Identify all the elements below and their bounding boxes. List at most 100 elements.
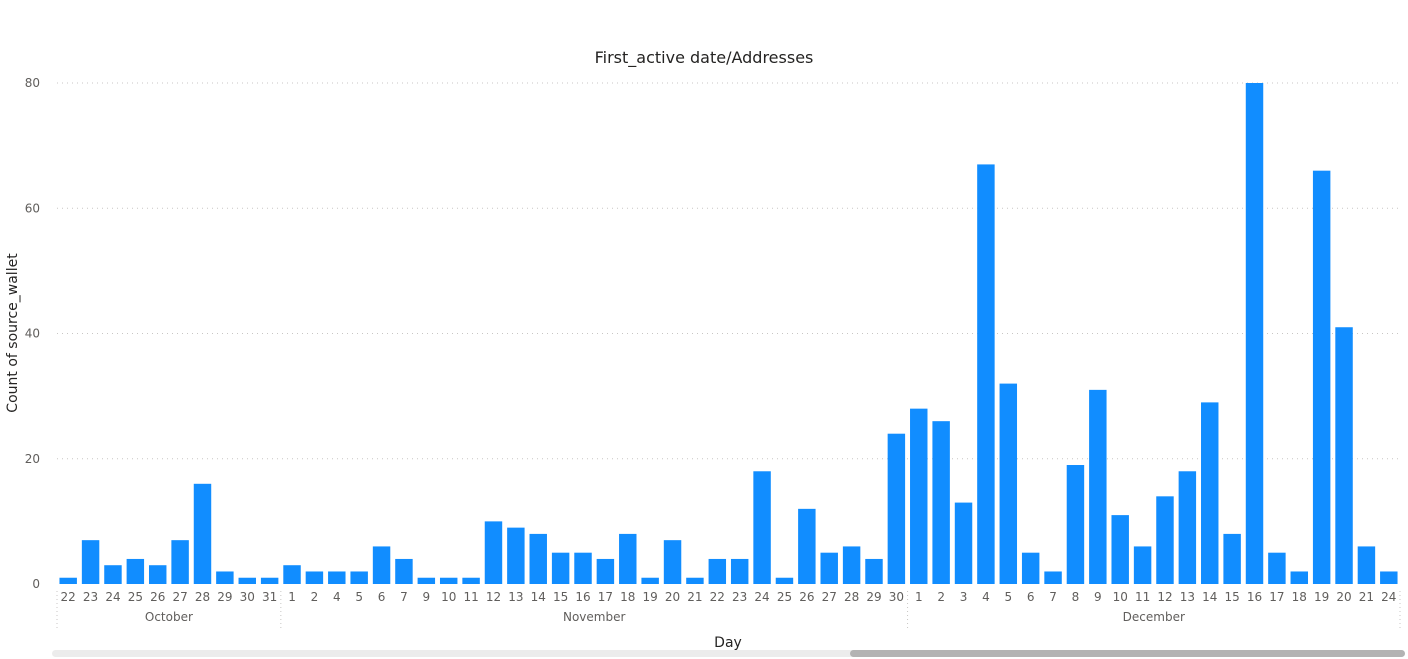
- x-tick-label: 22: [710, 590, 725, 604]
- bar[interactable]: [730, 558, 749, 584]
- bar[interactable]: [1201, 402, 1219, 584]
- x-tick-label: 14: [1202, 590, 1217, 604]
- x-tick-label: 12: [1157, 590, 1172, 604]
- bar[interactable]: [507, 527, 525, 584]
- bar[interactable]: [1357, 546, 1376, 584]
- x-tick-label: 13: [1180, 590, 1195, 604]
- bar[interactable]: [126, 558, 145, 584]
- bar[interactable]: [417, 577, 436, 584]
- x-tick-label: 15: [1224, 590, 1239, 604]
- x-tick-label: 2: [937, 590, 945, 604]
- bar[interactable]: [865, 558, 883, 584]
- bar[interactable]: [1223, 533, 1241, 584]
- bar[interactable]: [328, 571, 346, 584]
- bar[interactable]: [238, 577, 256, 584]
- bar[interactable]: [619, 533, 637, 584]
- bar[interactable]: [1021, 552, 1040, 584]
- x-tick-label: 17: [598, 590, 613, 604]
- bar[interactable]: [596, 558, 615, 584]
- y-axis-ticks: 0 20 40 60 80: [25, 76, 40, 591]
- gridlines: [57, 82, 1400, 460]
- month-label: December: [1123, 610, 1185, 624]
- bar[interactable]: [820, 552, 838, 584]
- bar[interactable]: [283, 565, 301, 584]
- bar[interactable]: [148, 565, 167, 584]
- bar[interactable]: [753, 471, 771, 584]
- bar[interactable]: [529, 533, 547, 584]
- bar[interactable]: [462, 577, 480, 584]
- bar[interactable]: [372, 546, 391, 584]
- bar[interactable]: [395, 558, 413, 584]
- x-tick-label: 18: [620, 590, 635, 604]
- horizontal-scrollbar[interactable]: [52, 650, 1405, 657]
- bar[interactable]: [1245, 83, 1264, 584]
- bar[interactable]: [305, 571, 324, 584]
- bar[interactable]: [260, 577, 279, 584]
- y-tick-label: 0: [32, 577, 40, 591]
- bar[interactable]: [999, 383, 1018, 584]
- x-tick-label: 4: [333, 590, 341, 604]
- bar[interactable]: [574, 552, 592, 584]
- x-tick-label: 9: [1094, 590, 1102, 604]
- bar[interactable]: [1290, 571, 1309, 584]
- bar[interactable]: [1066, 465, 1085, 584]
- x-tick-label: 26: [150, 590, 165, 604]
- y-axis-title: Count of source_wallet: [5, 253, 21, 413]
- x-tick-label: 20: [1336, 590, 1351, 604]
- x-tick-label: 28: [844, 590, 859, 604]
- x-tick-label: 2: [311, 590, 319, 604]
- bar[interactable]: [1156, 496, 1174, 584]
- bar[interactable]: [977, 164, 995, 584]
- bar[interactable]: [1111, 515, 1129, 584]
- bar[interactable]: [171, 540, 189, 584]
- x-tick-label: 12: [486, 590, 501, 604]
- bar[interactable]: [887, 433, 906, 584]
- bar[interactable]: [216, 571, 234, 584]
- bar[interactable]: [1380, 571, 1398, 584]
- bar[interactable]: [910, 408, 928, 584]
- bar[interactable]: [104, 565, 122, 584]
- x-tick-label: 4: [982, 590, 990, 604]
- bar[interactable]: [708, 558, 727, 584]
- x-tick-label: 6: [1027, 590, 1035, 604]
- x-tick-label: 28: [195, 590, 210, 604]
- x-tick-label: 13: [508, 590, 523, 604]
- bar[interactable]: [350, 571, 368, 584]
- bar[interactable]: [439, 577, 458, 584]
- x-tick-label: 25: [128, 590, 143, 604]
- bar[interactable]: [551, 552, 570, 584]
- x-tick-label: 18: [1292, 590, 1307, 604]
- bar[interactable]: [954, 502, 973, 584]
- bar[interactable]: [641, 577, 659, 584]
- bar[interactable]: [59, 577, 77, 584]
- bar[interactable]: [686, 577, 704, 584]
- y-tick-label: 80: [25, 76, 40, 90]
- bar[interactable]: [81, 540, 100, 584]
- bar[interactable]: [1089, 389, 1107, 584]
- bar[interactable]: [775, 577, 794, 584]
- x-tick-label: 29: [866, 590, 881, 604]
- bar[interactable]: [1044, 571, 1062, 584]
- bar[interactable]: [1133, 546, 1152, 584]
- x-tick-label: 10: [1113, 590, 1128, 604]
- x-tick-label: 24: [754, 590, 769, 604]
- bar[interactable]: [1335, 327, 1353, 584]
- scrollbar-thumb[interactable]: [850, 650, 1405, 657]
- bar[interactable]: [932, 421, 950, 584]
- bar[interactable]: [1268, 552, 1286, 584]
- x-tick-label: 20: [665, 590, 680, 604]
- bar[interactable]: [1178, 471, 1197, 584]
- bar[interactable]: [484, 521, 503, 584]
- x-tick-label: 1: [288, 590, 296, 604]
- x-tick-label: 19: [643, 590, 658, 604]
- bar[interactable]: [1312, 170, 1331, 585]
- bar[interactable]: [663, 540, 682, 584]
- y-tick-label: 60: [25, 201, 40, 215]
- bar[interactable]: [842, 546, 861, 584]
- x-tick-label: 3: [960, 590, 968, 604]
- bar[interactable]: [798, 508, 816, 584]
- x-tick-label: 25: [777, 590, 792, 604]
- chart-title: First_active date/Addresses: [595, 48, 814, 68]
- bar[interactable]: [193, 483, 212, 584]
- x-tick-label: 17: [1269, 590, 1284, 604]
